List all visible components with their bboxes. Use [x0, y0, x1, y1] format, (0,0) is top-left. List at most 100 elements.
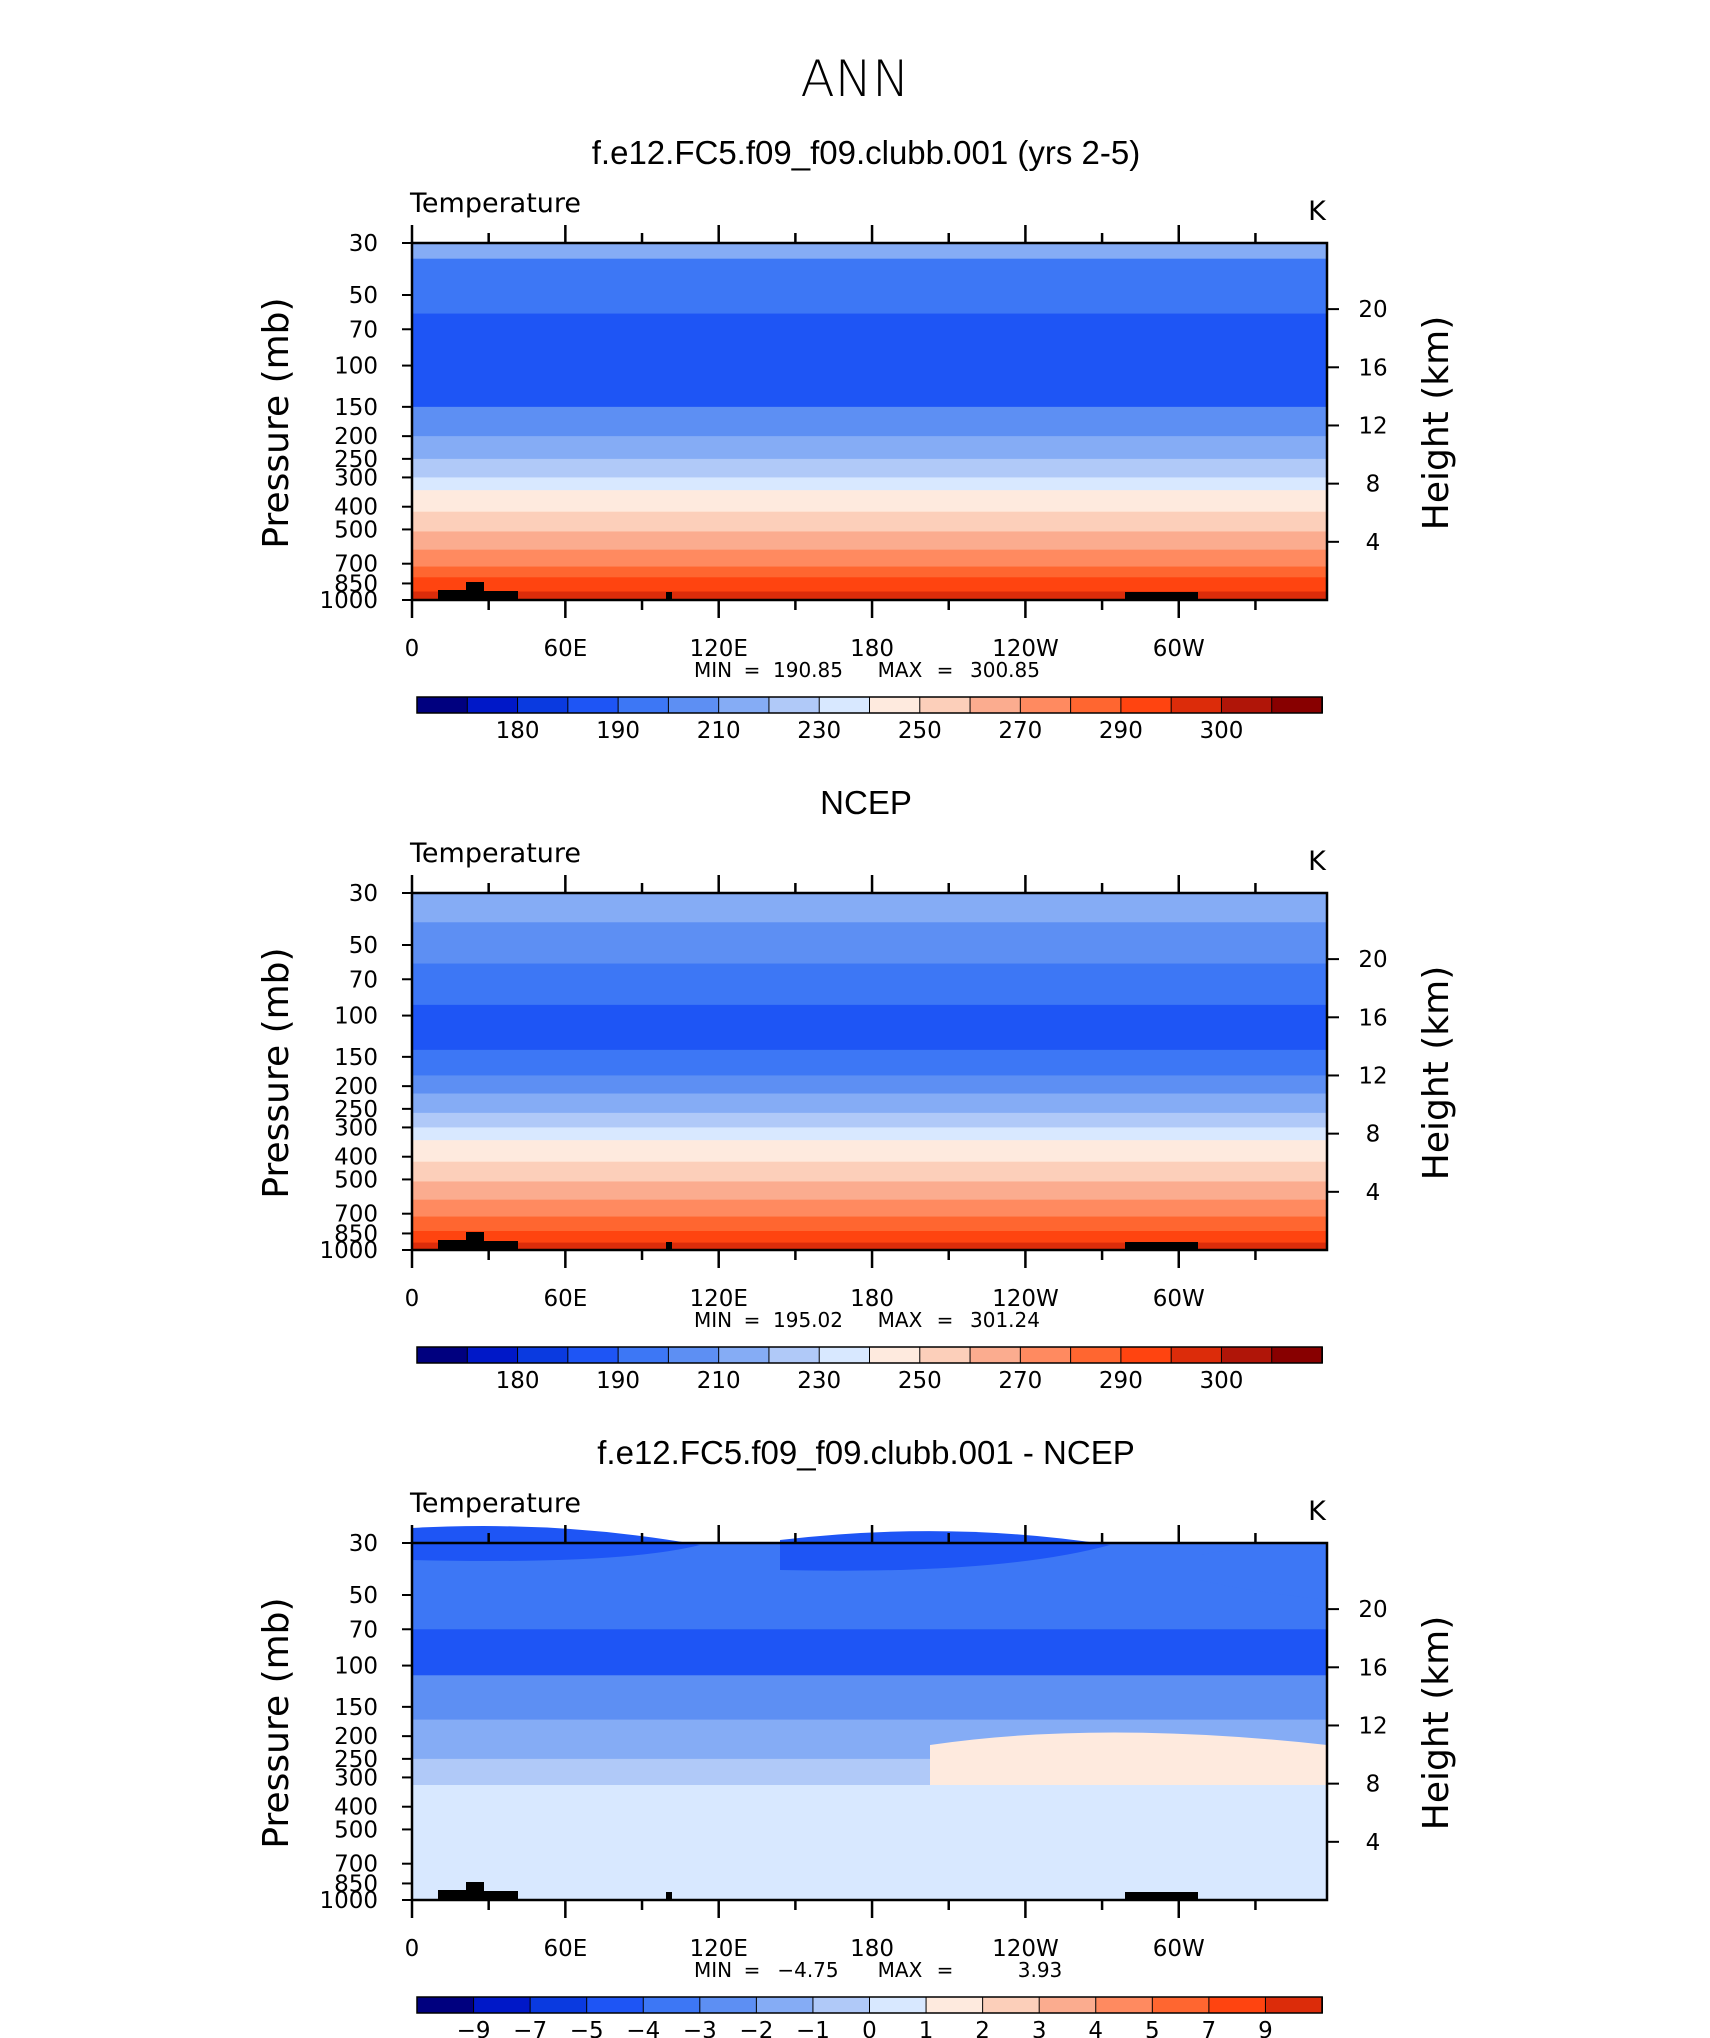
colorbar-swatch — [1271, 1346, 1323, 1364]
pressure-tick-label: 100 — [334, 354, 378, 380]
pressure-tick-label: 250 — [334, 1097, 378, 1123]
colorbar-swatch — [919, 696, 972, 714]
colorbar-swatch — [869, 696, 921, 714]
colorbar-label: −9 — [457, 2018, 491, 2038]
colorbar-labels: 180 190 210 230 250 270 290 300 — [496, 718, 1244, 744]
figure-title: ANN — [800, 50, 909, 108]
panel-title: f.e12.FC5.f09_f09.clubb.001 (yrs 2-5) — [592, 134, 1140, 171]
pressure-tick-label: 100 — [334, 1654, 378, 1680]
topography-mask — [666, 592, 672, 600]
y-axis-label: Pressure (mb) — [256, 297, 297, 548]
colorbar-swatch — [812, 1996, 871, 2014]
topography-mask — [484, 591, 518, 600]
colorbar-label: 3 — [1032, 2018, 1047, 2038]
colorbar-label: 250 — [898, 1368, 942, 1394]
plot-frame — [410, 1541, 1329, 1902]
pressure-tick-label: 400 — [334, 1795, 378, 1821]
colorbar-swatch — [755, 1996, 814, 2014]
colorbar-swatch — [1208, 1996, 1267, 2014]
colorbar-swatch — [466, 696, 519, 714]
min-label: MIN — [694, 1958, 732, 1982]
lon-tick-label: 60W — [1153, 636, 1205, 662]
topography-mask — [438, 1890, 466, 1900]
pressure-tick-label: 200 — [334, 1724, 378, 1750]
colorbar-swatch — [642, 1996, 701, 2014]
lon-tick-label: 120W — [992, 1286, 1059, 1312]
pressure-tick-label: 100 — [334, 1004, 378, 1030]
pressure-tick-label: 300 — [334, 1115, 378, 1141]
longitude-ticks: 0 60E 120E 180 120W 60W — [405, 225, 1257, 662]
colorbar-label: −1 — [796, 2018, 830, 2038]
colorbar-swatch — [416, 1996, 475, 2014]
colorbar-swatch — [586, 1996, 645, 2014]
colorbar-label: 250 — [898, 718, 942, 744]
lon-tick-label: 120W — [992, 636, 1059, 662]
height-tick-label: 12 — [1358, 1063, 1387, 1089]
contour-band — [412, 313, 1327, 408]
contour-band — [412, 458, 1327, 478]
colorbar — [416, 1996, 1323, 2014]
colorbar-swatch — [718, 696, 770, 714]
colorbar-swatch — [1271, 696, 1323, 714]
pressure-tick-label: 50 — [349, 1583, 378, 1609]
colorbar-label: 230 — [797, 718, 841, 744]
stats-line: MIN = −4.75 MAX = 3.93 — [694, 1958, 1062, 1982]
contour-band — [412, 243, 1327, 260]
panel-3: f.e12.FC5.f09_f09.clubb.001 - NCEP Tempe… — [256, 1434, 1457, 2038]
topography-mask — [484, 1891, 518, 1900]
colorbar-swatch — [768, 696, 821, 714]
variable-label: Temperature — [409, 188, 581, 219]
colorbar-label: 2 — [975, 2018, 990, 2038]
min-label: MIN — [694, 1308, 732, 1332]
colorbar-swatch — [982, 1996, 1041, 2014]
lon-tick-label: 180 — [850, 1286, 894, 1312]
pressure-tick-label: 850 — [334, 1221, 378, 1247]
stats-line: MIN = 195.02 MAX = 301.24 — [694, 1308, 1040, 1332]
contour-band — [412, 577, 1327, 593]
pressure-tick-label: 400 — [334, 495, 378, 521]
height-tick-label: 16 — [1358, 1655, 1387, 1681]
contour-band — [412, 549, 1327, 568]
height-tick-label: 20 — [1358, 947, 1387, 973]
height-tick-label: 8 — [1366, 1772, 1381, 1798]
colorbar-label: 190 — [596, 1368, 640, 1394]
colorbar-label: 4 — [1088, 2018, 1103, 2038]
max-eq: = — [937, 1308, 954, 1332]
colorbar-swatch — [529, 1996, 588, 2014]
pressure-tick-label: 200 — [334, 424, 378, 450]
pressure-tick-label: 30 — [349, 881, 378, 907]
colorbar-swatch — [1095, 1996, 1154, 2014]
pressure-tick-label: 500 — [334, 517, 378, 543]
lon-tick-label: 0 — [405, 1936, 420, 1962]
units-label: K — [1308, 846, 1327, 877]
colorbar-label: 290 — [1099, 718, 1143, 744]
height-tick-label: 12 — [1358, 413, 1387, 439]
contour-band — [412, 436, 1327, 460]
colorbar-label: 270 — [998, 718, 1042, 744]
colorbar-swatch — [1170, 1346, 1223, 1364]
colorbar-swatch — [1070, 696, 1122, 714]
colorbar-label: 9 — [1258, 2018, 1273, 2038]
contour-band — [412, 566, 1327, 578]
colorbar-label: 210 — [697, 1368, 741, 1394]
contour-band — [412, 477, 1327, 491]
height-ticks: 20 16 12 8 4 — [1327, 1597, 1388, 1856]
colorbar-label: 180 — [496, 1368, 540, 1394]
colorbar-swatch — [869, 1346, 921, 1364]
contour-band — [412, 1629, 1327, 1676]
pressure-tick-label: 150 — [334, 1045, 378, 1071]
contour-band — [412, 406, 1327, 437]
units-label: K — [1308, 196, 1327, 227]
pressure-tick-label: 1000 — [319, 1888, 378, 1914]
pressure-tick-label: 400 — [334, 1145, 378, 1171]
lon-tick-label: 180 — [850, 1936, 894, 1962]
plot-area — [410, 241, 1329, 602]
colorbar-label: −4 — [626, 2018, 660, 2038]
height-tick-label: 12 — [1358, 1713, 1387, 1739]
colorbar-swatch — [869, 1996, 928, 2014]
colorbar-swatch — [667, 696, 720, 714]
max-label: MAX — [878, 658, 923, 682]
colorbar-swatch — [567, 696, 620, 714]
max-value: 301.24 — [970, 1308, 1040, 1332]
